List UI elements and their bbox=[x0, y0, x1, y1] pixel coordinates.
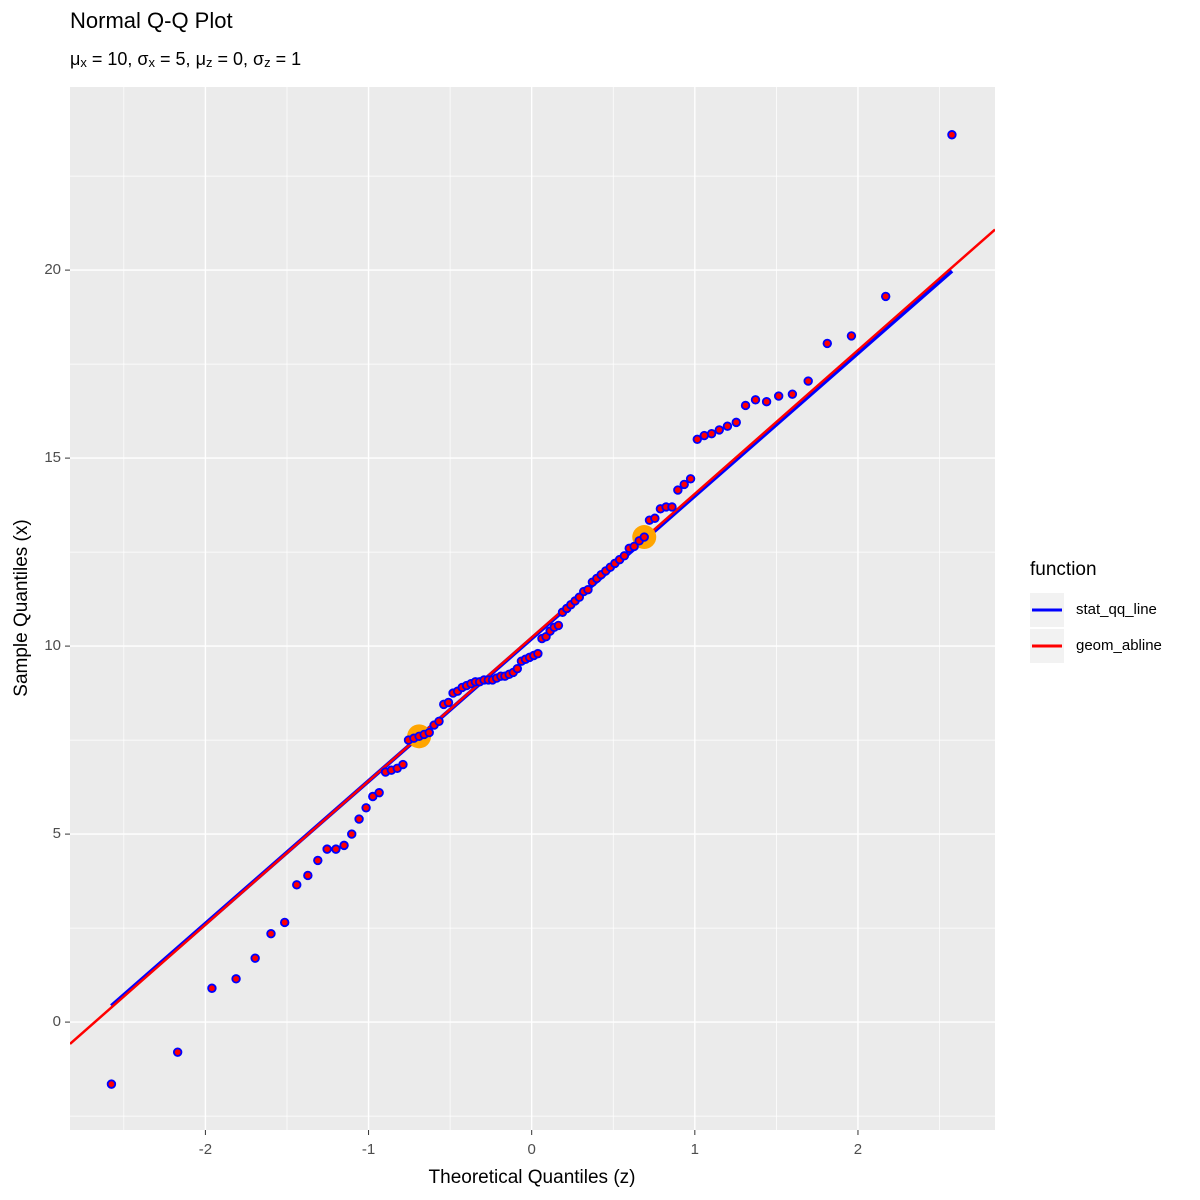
point bbox=[106, 1079, 117, 1089]
subtitle-symbol: σ bbox=[137, 49, 148, 69]
point bbox=[692, 434, 702, 445]
point bbox=[303, 870, 313, 881]
point bbox=[714, 425, 724, 435]
subtitle-sub: z bbox=[264, 55, 271, 70]
point bbox=[231, 974, 241, 984]
point bbox=[650, 513, 660, 523]
point bbox=[398, 759, 408, 770]
point bbox=[679, 479, 689, 490]
point bbox=[279, 917, 290, 928]
chart-subtitle: μx = 10, σx = 5, μz = 0, σz = 1 bbox=[70, 49, 301, 71]
point bbox=[443, 697, 454, 708]
subtitle-rest: = 0, bbox=[212, 49, 253, 69]
point bbox=[639, 532, 649, 542]
subtitle-rest: = 10, bbox=[87, 49, 138, 69]
subtitle-symbol: σ bbox=[253, 49, 264, 69]
subtitle-sub: x bbox=[80, 55, 87, 70]
x-tick-label: -2 bbox=[199, 1141, 212, 1158]
y-axis-label: Sample Quantiles (x) bbox=[11, 519, 32, 696]
legend: function stat_qq_line geom_abline bbox=[1030, 559, 1162, 663]
point bbox=[673, 485, 683, 495]
point bbox=[706, 428, 717, 439]
point bbox=[699, 430, 709, 441]
legend-title: function bbox=[1030, 559, 1097, 580]
point bbox=[512, 663, 523, 674]
point bbox=[685, 474, 696, 484]
lines bbox=[70, 228, 995, 1045]
point bbox=[292, 880, 302, 890]
legend-label: stat_qq_line bbox=[1076, 601, 1157, 618]
point bbox=[667, 502, 677, 512]
point bbox=[354, 814, 364, 824]
point bbox=[947, 130, 957, 140]
marks bbox=[106, 130, 957, 1089]
point bbox=[750, 395, 761, 405]
subtitle-sub: z bbox=[206, 55, 213, 70]
point bbox=[846, 331, 857, 341]
y-tick-label: 20 bbox=[44, 261, 61, 278]
point bbox=[207, 983, 217, 993]
subtitle-symbol: μ bbox=[70, 49, 80, 69]
subtitle-rest: = 1 bbox=[271, 49, 302, 69]
x-tick-label: -1 bbox=[362, 1141, 375, 1158]
point bbox=[619, 551, 630, 561]
point bbox=[424, 727, 434, 738]
y-tick-label: 10 bbox=[44, 637, 61, 654]
point bbox=[773, 391, 784, 401]
point bbox=[761, 397, 772, 407]
point bbox=[361, 803, 371, 813]
x-tick-label: 2 bbox=[854, 1141, 862, 1158]
point bbox=[266, 929, 276, 939]
subtitle-sub: x bbox=[149, 55, 156, 70]
point bbox=[822, 338, 832, 349]
point bbox=[339, 840, 349, 851]
point bbox=[331, 844, 341, 854]
point bbox=[731, 417, 741, 428]
x-axis-label: Theoretical Quantiles (z) bbox=[429, 1167, 636, 1188]
point bbox=[803, 376, 813, 386]
point bbox=[250, 953, 260, 963]
panel bbox=[70, 87, 995, 1130]
y-tick-label: 15 bbox=[44, 449, 61, 466]
chart-title: Normal Q-Q Plot bbox=[70, 8, 233, 33]
x-tick-label: 1 bbox=[691, 1141, 699, 1158]
legend-label: geom_abline bbox=[1076, 637, 1162, 654]
y-tick-label: 5 bbox=[53, 825, 61, 842]
point bbox=[583, 585, 593, 595]
point bbox=[347, 829, 357, 839]
point bbox=[313, 855, 323, 866]
point bbox=[322, 844, 332, 854]
point bbox=[740, 400, 751, 411]
point bbox=[172, 1047, 183, 1057]
point bbox=[374, 788, 384, 798]
abline bbox=[70, 228, 995, 1045]
point bbox=[629, 541, 639, 552]
x-tick-label: 0 bbox=[528, 1141, 536, 1158]
subtitle-rest: = 5, bbox=[155, 49, 196, 69]
subtitle-symbol: μ bbox=[196, 49, 206, 69]
point bbox=[722, 421, 733, 431]
y-tick-label: 0 bbox=[53, 1013, 61, 1030]
point bbox=[880, 291, 891, 302]
point bbox=[553, 620, 564, 631]
point bbox=[533, 648, 543, 659]
point bbox=[787, 389, 798, 399]
point bbox=[434, 716, 444, 726]
